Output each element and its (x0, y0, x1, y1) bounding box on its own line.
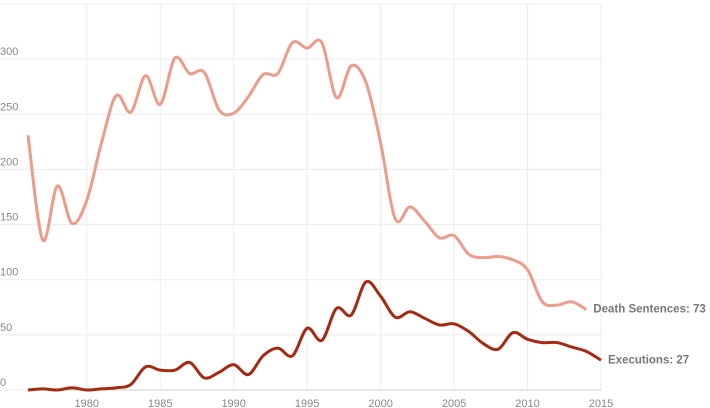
x-tick-label: 1980 (75, 398, 99, 408)
x-tick-label: 1995 (295, 398, 319, 408)
x-tick-label: 1990 (221, 398, 245, 408)
series-line (26, 38, 588, 311)
y-tick-label: 0 (0, 377, 6, 389)
y-tick-label: 150 (0, 212, 18, 224)
y-tick-label: 200 (0, 156, 18, 168)
x-tick-label: 2010 (515, 398, 539, 408)
end-label: Death Sentences: 73 (593, 304, 706, 316)
y-tick-label: 300 (0, 46, 18, 58)
x-tick-label: 1985 (148, 398, 172, 408)
y-tick-label: 250 (0, 101, 18, 113)
y-tick-label: 100 (0, 267, 18, 279)
x-tick-label: 2000 (368, 398, 392, 408)
series-line (27, 279, 602, 392)
y-tick-label: 350 (0, 0, 18, 3)
x-tick-label: 2005 (442, 398, 466, 408)
y-tick-label: 50 (0, 322, 12, 334)
x-tick-label: 2015 (589, 398, 613, 408)
end-label: Executions: 27 (608, 354, 689, 366)
